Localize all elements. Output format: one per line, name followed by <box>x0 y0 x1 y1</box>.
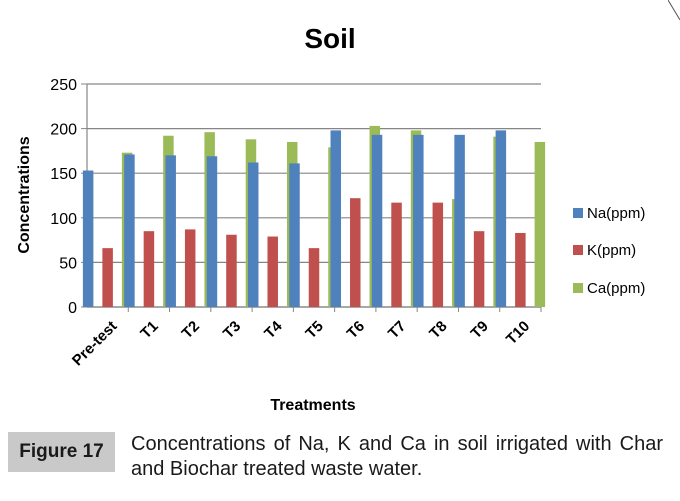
x-tick-label: T2 <box>179 318 203 342</box>
bar <box>350 198 361 307</box>
y-tick-label: 50 <box>59 255 77 272</box>
bar <box>413 134 424 307</box>
bar <box>102 248 113 307</box>
y-tick-label: 100 <box>50 211 77 228</box>
x-tick-label: T4 <box>261 317 286 342</box>
bar <box>289 163 300 307</box>
chart-title: Soil <box>304 23 355 54</box>
bar <box>165 155 176 307</box>
bar <box>454 134 465 307</box>
x-tick-label: T6 <box>344 318 368 342</box>
bar <box>226 234 237 307</box>
x-tick-label: T10 <box>503 318 533 348</box>
bar <box>206 156 218 307</box>
bar <box>391 202 402 307</box>
x-tick-label: T7 <box>385 318 409 342</box>
bar <box>495 130 507 307</box>
corner-decoration <box>668 0 680 20</box>
figure-caption-text: Concentrations of Na, K and Ca in soil i… <box>131 433 663 480</box>
bar <box>247 162 259 307</box>
x-tick-label: T9 <box>468 318 492 342</box>
x-tick-label: T1 <box>137 318 161 342</box>
y-tick-label: 250 <box>50 77 77 94</box>
bar <box>534 141 546 307</box>
chart: Soil 0 50 100 150 200 250 Pre-test T1 T2 T3 T4 T5 T… <box>16 23 645 414</box>
y-tick-label: 200 <box>50 122 77 139</box>
legend-swatch <box>573 208 583 218</box>
y-tick-label: 150 <box>50 166 77 183</box>
x-tick-label: T5 <box>302 318 326 342</box>
x-axis-label: Treatments <box>270 397 355 414</box>
y-axis: 0 50 100 150 200 250 <box>50 77 87 317</box>
bar <box>267 236 278 307</box>
bar <box>124 154 135 307</box>
y-tick-label: 0 <box>68 300 77 317</box>
legend-label: Na(ppm) <box>587 205 645 222</box>
bar <box>473 231 485 307</box>
y-axis-label: Concentrations <box>16 136 33 253</box>
figure-label: Figure 17 <box>8 432 115 472</box>
bar <box>330 130 342 307</box>
bar <box>432 202 444 307</box>
bar <box>184 229 196 307</box>
legend-label: K(ppm) <box>587 242 636 259</box>
legend-swatch <box>573 245 583 255</box>
legend: Na(ppm) K(ppm) Ca(ppm) <box>573 205 645 297</box>
x-tick-label: T3 <box>220 318 244 342</box>
bars <box>82 125 546 307</box>
bar <box>143 231 155 307</box>
legend-label: Ca(ppm) <box>587 280 645 297</box>
x-axis: Pre-test T1 T2 T3 T4 T5 T6 T7 T8 T9 T10 <box>69 307 542 370</box>
bar <box>515 232 526 307</box>
figure-caption: Figure 17 Concentrations of Na, K and Ca… <box>0 432 680 501</box>
bar <box>371 134 383 307</box>
x-tick-label: T8 <box>426 318 450 342</box>
bar <box>82 170 94 307</box>
x-tick-label: Pre-test <box>69 318 121 370</box>
bar <box>308 248 320 307</box>
legend-swatch <box>573 283 583 293</box>
